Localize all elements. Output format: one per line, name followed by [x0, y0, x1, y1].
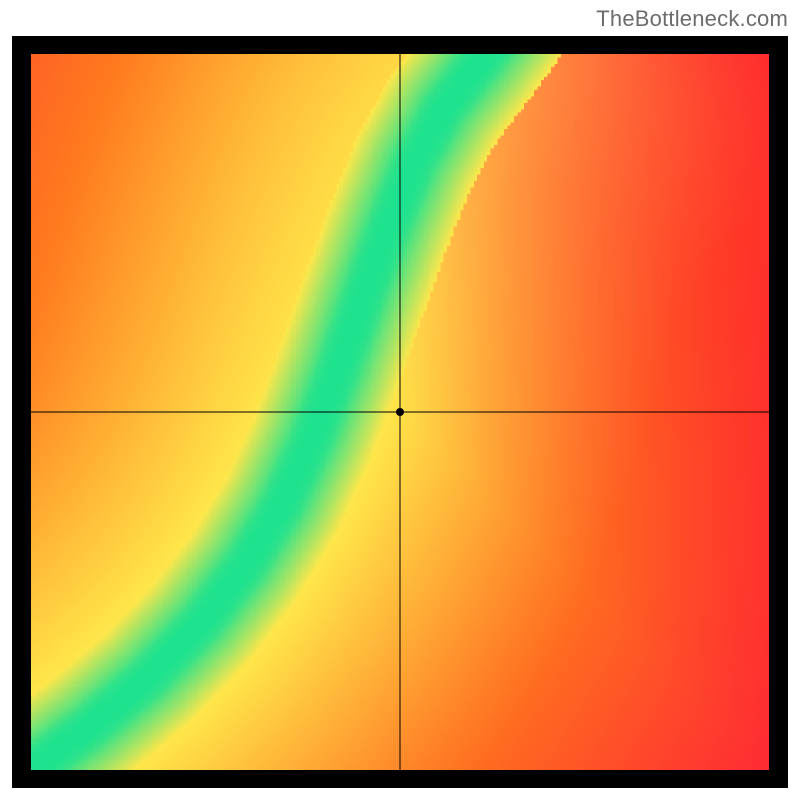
heatmap-plot-area [12, 36, 788, 788]
heatmap-canvas [31, 54, 769, 770]
watermark-text: TheBottleneck.com [596, 6, 788, 32]
